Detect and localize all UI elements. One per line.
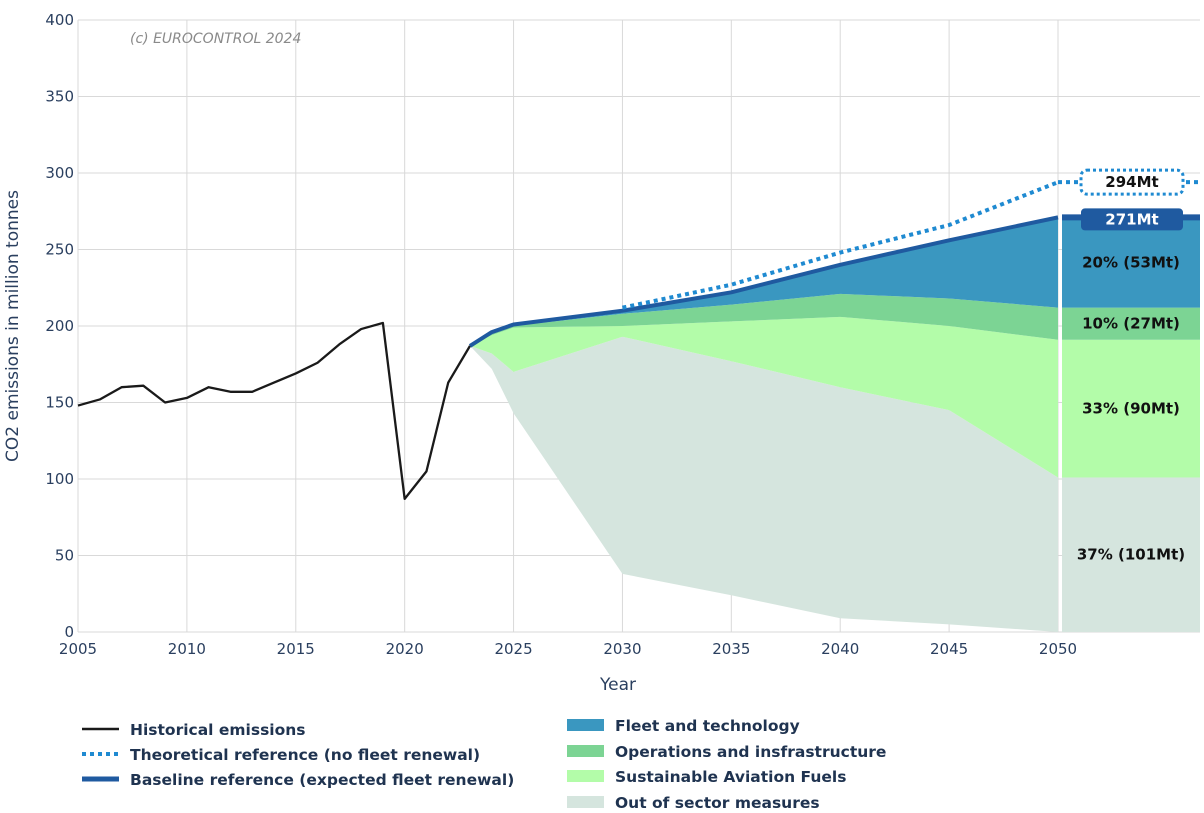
- x-tick-label: 2005: [59, 640, 97, 658]
- baseline-value-pill: [1081, 208, 1183, 231]
- y-tick-label: 50: [55, 547, 74, 565]
- bar-segment: [1062, 217, 1200, 308]
- y-tick-label: 350: [45, 88, 74, 106]
- x-tick-label: 2020: [386, 640, 424, 658]
- y-tick-label: 200: [45, 317, 74, 335]
- x-tick-label: 2035: [712, 640, 750, 658]
- baseline-reference-line: [468, 215, 1059, 348]
- wedge-areas: [470, 217, 1058, 632]
- y-axis-title: CO2 emissions in million tonnes: [3, 190, 23, 462]
- legend-label: Fleet and technology: [615, 717, 800, 735]
- data-labels: 37% (101Mt) 33% (90Mt) 10% (27Mt) 20% (53Mt…: [1077, 168, 1185, 564]
- theoretical-value-pill: [1079, 168, 1185, 196]
- baseline-value-label: 271Mt: [1105, 210, 1158, 228]
- x-tick-label: 2030: [603, 640, 641, 658]
- legend-label: Operations and insfrastructure: [615, 743, 886, 761]
- legend-label: Baseline reference (expected fleet renew…: [130, 771, 514, 789]
- copyright-text: (c) EUROCONTROL 2024: [130, 31, 301, 47]
- historical-emissions-line: [77, 321, 471, 501]
- y-tick-label: 100: [45, 470, 74, 488]
- legend-swatch-sustainable-aviation-fuels: [567, 770, 604, 782]
- y-tick-label: 150: [45, 394, 74, 412]
- x-tick-label: 2050: [1039, 640, 1077, 658]
- legend-swatch-out-of-sector-measures: [567, 796, 604, 808]
- x-tick-label: 2025: [494, 640, 532, 658]
- x-tick-label: 2040: [821, 640, 859, 658]
- sustainable-aviation-fuels-area: [470, 316, 1058, 478]
- bar-segment-label: 37% (101Mt): [1077, 546, 1185, 564]
- theoretical-reference-line: [622, 180, 1059, 310]
- legend-swatch-fleet-and-technology: [567, 719, 604, 731]
- legend-label: Sustainable Aviation Fuels: [615, 768, 846, 786]
- x-tick-label: 2045: [930, 640, 968, 658]
- x-tick-label: 2015: [277, 640, 315, 658]
- bar-segment: [1062, 339, 1200, 478]
- y-tick-label: 250: [45, 241, 74, 259]
- y-tick-label: 0: [64, 623, 74, 641]
- y-tick-label: 300: [45, 164, 74, 182]
- x-axis-title: Year: [599, 675, 636, 695]
- series-lines: [77, 180, 1200, 501]
- bar-segment-label: 33% (90Mt): [1082, 400, 1180, 418]
- axes: 0 50 100 150 200 250 300 350 400 2005 2010 2015 2020…: [3, 11, 1077, 695]
- bar-segment-label: 10% (27Mt): [1082, 315, 1180, 333]
- legend-swatch-operations-and-insfrastructure: [567, 745, 604, 757]
- theoretical-value-label: 294Mt: [1105, 173, 1158, 191]
- legend-label: Out of sector measures: [615, 794, 820, 812]
- bar-segment: [1062, 477, 1200, 632]
- bar-segment-label: 20% (53Mt): [1082, 254, 1180, 272]
- legend-label: Historical emissions: [130, 721, 306, 739]
- legend-label: Theoretical reference (no fleet renewal): [130, 746, 480, 764]
- out-of-sector-measures-area: [470, 336, 1058, 632]
- y-tick-label: 400: [45, 11, 74, 29]
- operations-and-insfrastructure-area: [470, 293, 1058, 346]
- x-tick-label: 2010: [168, 640, 206, 658]
- bar-segment: [1062, 307, 1200, 340]
- bar-2050: [1062, 214, 1200, 632]
- legend: Historical emissions Theoretical referenc…: [82, 717, 886, 812]
